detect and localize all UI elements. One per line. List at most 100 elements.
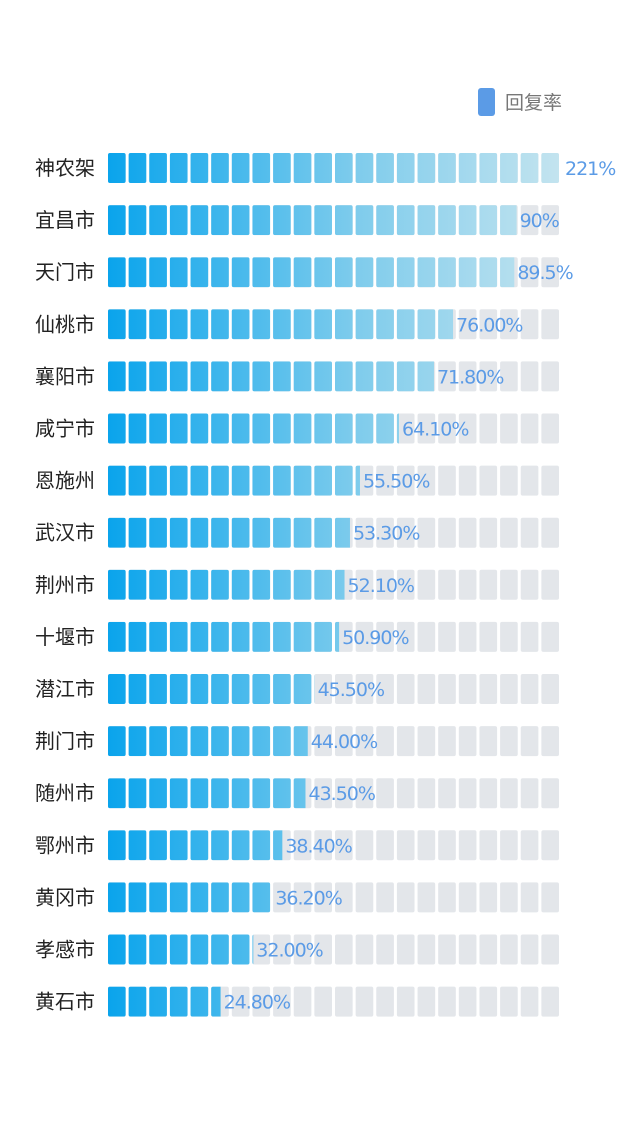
bar-segment <box>108 413 126 444</box>
bar-segment <box>252 361 271 392</box>
track-segment <box>417 674 436 704</box>
track-segment <box>458 517 477 548</box>
track-segment <box>438 465 456 496</box>
track-segment <box>438 674 456 704</box>
bar <box>108 257 515 288</box>
bar-segment <box>252 778 271 809</box>
value-label: 53.30% <box>353 523 419 545</box>
bar-segment <box>293 726 308 757</box>
track-segment <box>438 934 456 965</box>
value-label: 43.50% <box>308 783 374 805</box>
bar <box>108 517 350 548</box>
bar-segment <box>273 413 291 444</box>
bar-segment <box>417 309 436 340</box>
bar-segment <box>417 153 436 183</box>
bar-row: 黄冈市 36.20% <box>35 882 559 913</box>
bar-segment <box>458 153 477 183</box>
value-label: 52.10% <box>348 575 414 597</box>
bar-segment <box>169 830 188 861</box>
track-segment <box>293 882 312 913</box>
bar-segment <box>128 882 147 913</box>
bar-segment <box>231 778 250 809</box>
bar-segment <box>128 413 147 444</box>
track-segment <box>396 517 415 548</box>
bar-segment <box>190 569 209 600</box>
category-label: 荆州市 <box>35 573 95 597</box>
bar-segment <box>169 621 188 652</box>
bar-row: 潜江市 45.50% <box>35 674 559 704</box>
track-segment <box>500 830 518 861</box>
bar-segment <box>128 674 147 704</box>
track-segment <box>520 934 539 965</box>
bar-segment <box>149 830 167 861</box>
bar-segment <box>335 153 353 183</box>
track-segment <box>417 517 436 548</box>
track-segment <box>458 830 477 861</box>
bar <box>108 413 400 444</box>
bar-segment <box>169 413 188 444</box>
bar-segment <box>231 413 250 444</box>
value-label: 36.20% <box>275 887 341 909</box>
bar-segment <box>417 257 436 288</box>
track-segment <box>500 309 518 340</box>
track-segment <box>355 517 374 548</box>
bar-segment <box>396 309 415 340</box>
track-segment <box>479 569 498 600</box>
track-segment <box>314 830 332 861</box>
value-label: 50.90% <box>342 627 408 649</box>
bar-segment <box>293 517 312 548</box>
bar-segment <box>252 257 271 288</box>
bar <box>108 778 306 809</box>
bar-segment <box>376 257 394 288</box>
bar-segment <box>231 882 250 913</box>
bar-segment <box>149 778 167 809</box>
bar-segment <box>231 830 250 861</box>
bar-segment <box>128 361 147 392</box>
category-label: 宜昌市 <box>35 208 95 232</box>
bar-segment <box>293 674 312 704</box>
bar-segment <box>190 726 209 757</box>
bar-segment <box>231 517 250 548</box>
track-segment <box>541 205 559 236</box>
bar-segment <box>314 309 332 340</box>
bar-segment <box>128 621 147 652</box>
bar-row: 鄂州市 38.40% <box>35 830 559 861</box>
bar <box>108 830 283 861</box>
bar-segment <box>273 674 291 704</box>
bar-segment <box>128 830 147 861</box>
track-segment <box>396 934 415 965</box>
track-segment <box>500 726 518 757</box>
track-segment <box>273 986 291 1017</box>
track-segment <box>479 309 498 340</box>
bar-segment <box>149 413 167 444</box>
bar-segment <box>190 986 209 1017</box>
bar-segment <box>169 361 188 392</box>
track-segment <box>541 517 559 548</box>
value-label: 221% <box>565 158 615 180</box>
bar-segment <box>149 934 167 965</box>
bar-segment <box>231 934 250 965</box>
bar <box>108 934 254 965</box>
track-segment <box>314 726 332 757</box>
bar-segment <box>273 517 291 548</box>
bar <box>108 621 340 652</box>
track-segment <box>231 986 250 1017</box>
track-segment <box>458 882 477 913</box>
bar-segment <box>149 986 167 1017</box>
track-segment <box>417 778 436 809</box>
track-segment <box>314 674 332 704</box>
bar-segment <box>355 257 374 288</box>
track-segment <box>458 569 477 600</box>
bar-segment <box>479 205 498 236</box>
bar-segment <box>231 569 250 600</box>
bar-segment <box>149 569 167 600</box>
track-segment <box>417 882 436 913</box>
bar <box>108 882 271 913</box>
bar-segment <box>252 674 271 704</box>
bar-segment <box>314 257 332 288</box>
bar-segment <box>108 934 126 965</box>
bar-segment <box>190 778 209 809</box>
track-segment <box>520 309 539 340</box>
track-segment <box>500 986 518 1017</box>
bar-segment <box>293 205 312 236</box>
